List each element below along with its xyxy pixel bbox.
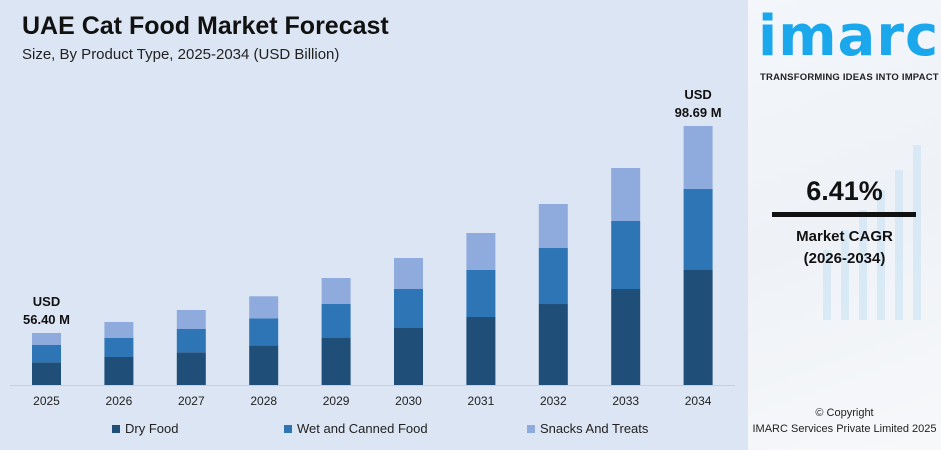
bar-segment-2033-2: [611, 168, 641, 222]
legend-swatch: [527, 424, 535, 433]
x-tick-label: 2028: [250, 394, 277, 408]
bar-segment-2029-2: [321, 278, 351, 305]
x-tick-label: 2031: [468, 394, 495, 408]
bar-segment-2029-1: [321, 304, 351, 338]
x-tick-label: 2033: [612, 394, 639, 408]
x-tick-label: 2025: [33, 394, 60, 408]
data-value-2025: 56.40 M: [23, 312, 70, 327]
divider: [772, 212, 916, 217]
copyright: © Copyright: [815, 407, 874, 419]
x-tick-label: 2026: [106, 394, 133, 408]
background-chart-decoration: [823, 145, 921, 320]
info-panel: imarc TRANSFORMING IDEAS INTO IMPACT 6.4…: [748, 0, 941, 450]
bar-segment-2033-1: [611, 221, 641, 290]
cagr-period: (2026-2034): [803, 250, 886, 267]
bar-segment-2033-0: [611, 289, 641, 385]
bar-segment-2030-2: [394, 258, 423, 290]
bar-segment-2026-2: [104, 321, 134, 338]
bar-segment-2025-2: [32, 333, 61, 346]
x-tick-label: 2032: [540, 394, 567, 408]
bar-segment-2026-1: [104, 337, 134, 357]
legend-item-snacks-treats: Snacks And Treats: [527, 421, 648, 436]
bar-segment-2034-1: [683, 189, 713, 270]
bar-segment-2034-0: [683, 269, 713, 385]
bar-segment-2032-0: [538, 304, 568, 385]
bar-segment-2032-1: [538, 248, 568, 305]
x-tick-label: 2027: [178, 394, 205, 408]
cagr-label: Market CAGR: [796, 228, 893, 245]
chart-title: UAE Cat Food Market Forecast: [22, 12, 389, 40]
bar-segment-2026-0: [104, 356, 134, 385]
legend-swatch: [284, 424, 292, 433]
bar-segment-2027-1: [176, 328, 206, 353]
stacked-bar-chart: 2025 2026 2027 2028 2029 2030 2031 2032 2033 2034…: [10, 87, 735, 408]
bar-segment-2028-0: [249, 345, 279, 385]
bar-segment-2027-2: [176, 309, 206, 329]
company-name: IMARC Services Private Limited 2025: [752, 423, 937, 435]
bar-segment-2031-1: [466, 269, 496, 318]
legend-swatch: [112, 424, 120, 433]
bar-segment-2028-1: [249, 318, 279, 346]
legend-item-wet-canned-food: Wet and Canned Food: [284, 421, 428, 436]
x-tick-label: 2030: [395, 394, 422, 408]
x-tick-label: 2034: [685, 394, 712, 408]
legend-label: Dry Food: [125, 421, 179, 436]
imarc-logo: imarc: [758, 4, 940, 69]
bar-segment-2027-0: [176, 352, 206, 385]
bar-segment-2032-2: [538, 203, 568, 249]
bar-segment-2025-0: [32, 362, 61, 385]
legend-label: Wet and Canned Food: [297, 421, 428, 436]
x-tick-label: 2029: [323, 394, 350, 408]
chart-subtitle: Size, By Product Type, 2025-2034 (USD Bi…: [22, 46, 340, 63]
bar-segment-2030-0: [394, 327, 423, 385]
bar-segment-2028-2: [249, 296, 279, 319]
bar-segment-2034-2: [683, 126, 713, 190]
bar-segment-2025-1: [32, 345, 61, 363]
data-label-2025: USD: [33, 294, 60, 309]
legend-label: Snacks And Treats: [540, 421, 649, 436]
legend-item-dry-food: Dry Food: [112, 421, 178, 436]
data-value-2034: 98.69 M: [675, 105, 722, 120]
bar-segment-2031-0: [466, 317, 496, 385]
cagr-value: 6.41%: [806, 176, 883, 206]
bar-segment-2029-0: [321, 337, 351, 385]
bar-segment-2030-1: [394, 289, 423, 328]
data-label-2034: USD: [684, 87, 711, 102]
logo-tagline: TRANSFORMING IDEAS INTO IMPACT: [760, 72, 939, 83]
bar-segment-2031-2: [466, 232, 496, 270]
